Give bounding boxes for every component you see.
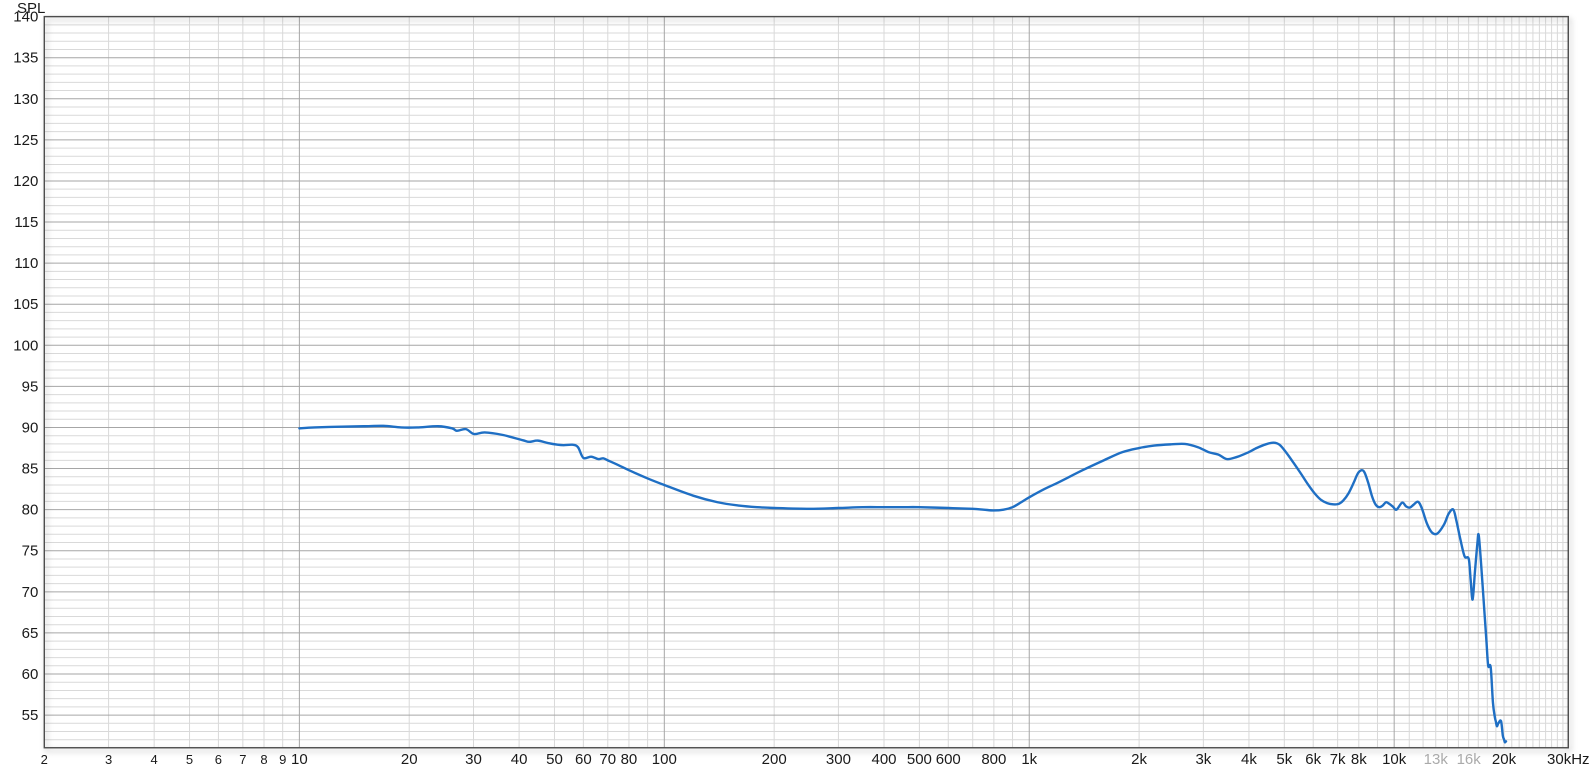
svg-text:1k: 1k: [1021, 751, 1037, 768]
svg-text:65: 65: [22, 625, 39, 642]
svg-text:85: 85: [22, 461, 39, 478]
svg-text:100: 100: [652, 751, 677, 768]
svg-text:8: 8: [260, 752, 267, 767]
svg-text:30: 30: [465, 751, 482, 768]
svg-text:6k: 6k: [1305, 751, 1321, 768]
svg-text:200: 200: [762, 751, 787, 768]
svg-text:90: 90: [22, 419, 39, 436]
svg-text:70: 70: [22, 584, 39, 601]
svg-text:7k: 7k: [1330, 751, 1346, 768]
svg-text:5k: 5k: [1276, 751, 1292, 768]
svg-text:50: 50: [546, 751, 563, 768]
svg-text:120: 120: [13, 173, 38, 190]
svg-text:30kHz: 30kHz: [1547, 751, 1590, 768]
svg-text:100: 100: [13, 337, 38, 354]
svg-text:40: 40: [511, 751, 528, 768]
svg-text:130: 130: [13, 91, 38, 108]
svg-text:60: 60: [575, 751, 592, 768]
svg-text:600: 600: [936, 751, 961, 768]
svg-text:80: 80: [621, 751, 638, 768]
svg-text:5: 5: [186, 752, 193, 767]
svg-text:10: 10: [291, 751, 308, 768]
svg-text:4: 4: [151, 752, 158, 767]
svg-text:110: 110: [14, 255, 38, 272]
svg-text:6: 6: [215, 752, 222, 767]
svg-text:500: 500: [907, 751, 932, 768]
svg-text:3k: 3k: [1195, 751, 1211, 768]
svg-text:300: 300: [826, 751, 851, 768]
svg-text:20k: 20k: [1492, 751, 1517, 768]
svg-text:10k: 10k: [1382, 751, 1407, 768]
svg-text:105: 105: [13, 296, 38, 313]
svg-text:3: 3: [105, 752, 112, 767]
svg-text:135: 135: [13, 50, 38, 67]
svg-text:95: 95: [22, 378, 39, 395]
svg-text:16k: 16k: [1457, 751, 1482, 768]
svg-text:115: 115: [14, 214, 38, 231]
svg-text:8k: 8k: [1351, 751, 1367, 768]
svg-text:75: 75: [22, 543, 39, 560]
svg-text:55: 55: [22, 707, 39, 724]
svg-text:9: 9: [279, 752, 286, 767]
svg-text:7: 7: [239, 752, 246, 767]
svg-text:70: 70: [599, 751, 616, 768]
svg-text:125: 125: [13, 132, 38, 149]
svg-text:2k: 2k: [1131, 751, 1147, 768]
svg-text:13k: 13k: [1424, 751, 1449, 768]
svg-text:4k: 4k: [1241, 751, 1257, 768]
svg-text:2: 2: [41, 752, 48, 767]
svg-text:60: 60: [22, 666, 39, 683]
svg-text:SPL: SPL: [17, 0, 45, 17]
svg-text:80: 80: [22, 502, 39, 519]
svg-text:20: 20: [401, 751, 418, 768]
svg-text:800: 800: [981, 751, 1006, 768]
svg-text:400: 400: [872, 751, 897, 768]
